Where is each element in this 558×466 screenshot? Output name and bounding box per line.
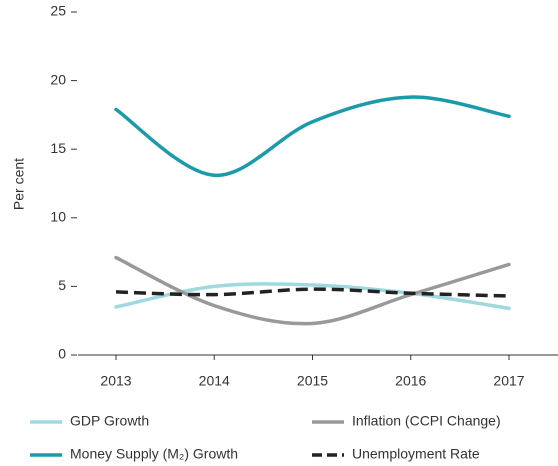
legend-label: Money Supply (M₂) Growth: [70, 446, 238, 462]
legend-label: GDP Growth: [70, 413, 149, 429]
y-tick-label: 20: [50, 71, 66, 87]
y-axis-label: Per cent: [11, 158, 27, 210]
y-tick-label: 15: [50, 140, 66, 156]
y-tick-label: 25: [50, 3, 66, 19]
series-line: [115, 287, 510, 298]
x-tick-label: 2013: [100, 373, 131, 389]
series-line: [114, 255, 511, 326]
x-tick-label: 2014: [199, 373, 230, 389]
x-tick-label: 2016: [395, 373, 426, 389]
legend-label: Inflation (CCPI Change): [352, 413, 501, 429]
y-tick-label: 5: [58, 277, 66, 293]
y-tick-label: 10: [50, 209, 66, 225]
x-tick-label: 2015: [297, 373, 328, 389]
x-tick-label: 2017: [493, 373, 524, 389]
y-tick-label: 0: [58, 346, 66, 362]
legend-label: Unemployment Rate: [352, 446, 480, 462]
series-line: [114, 95, 511, 178]
